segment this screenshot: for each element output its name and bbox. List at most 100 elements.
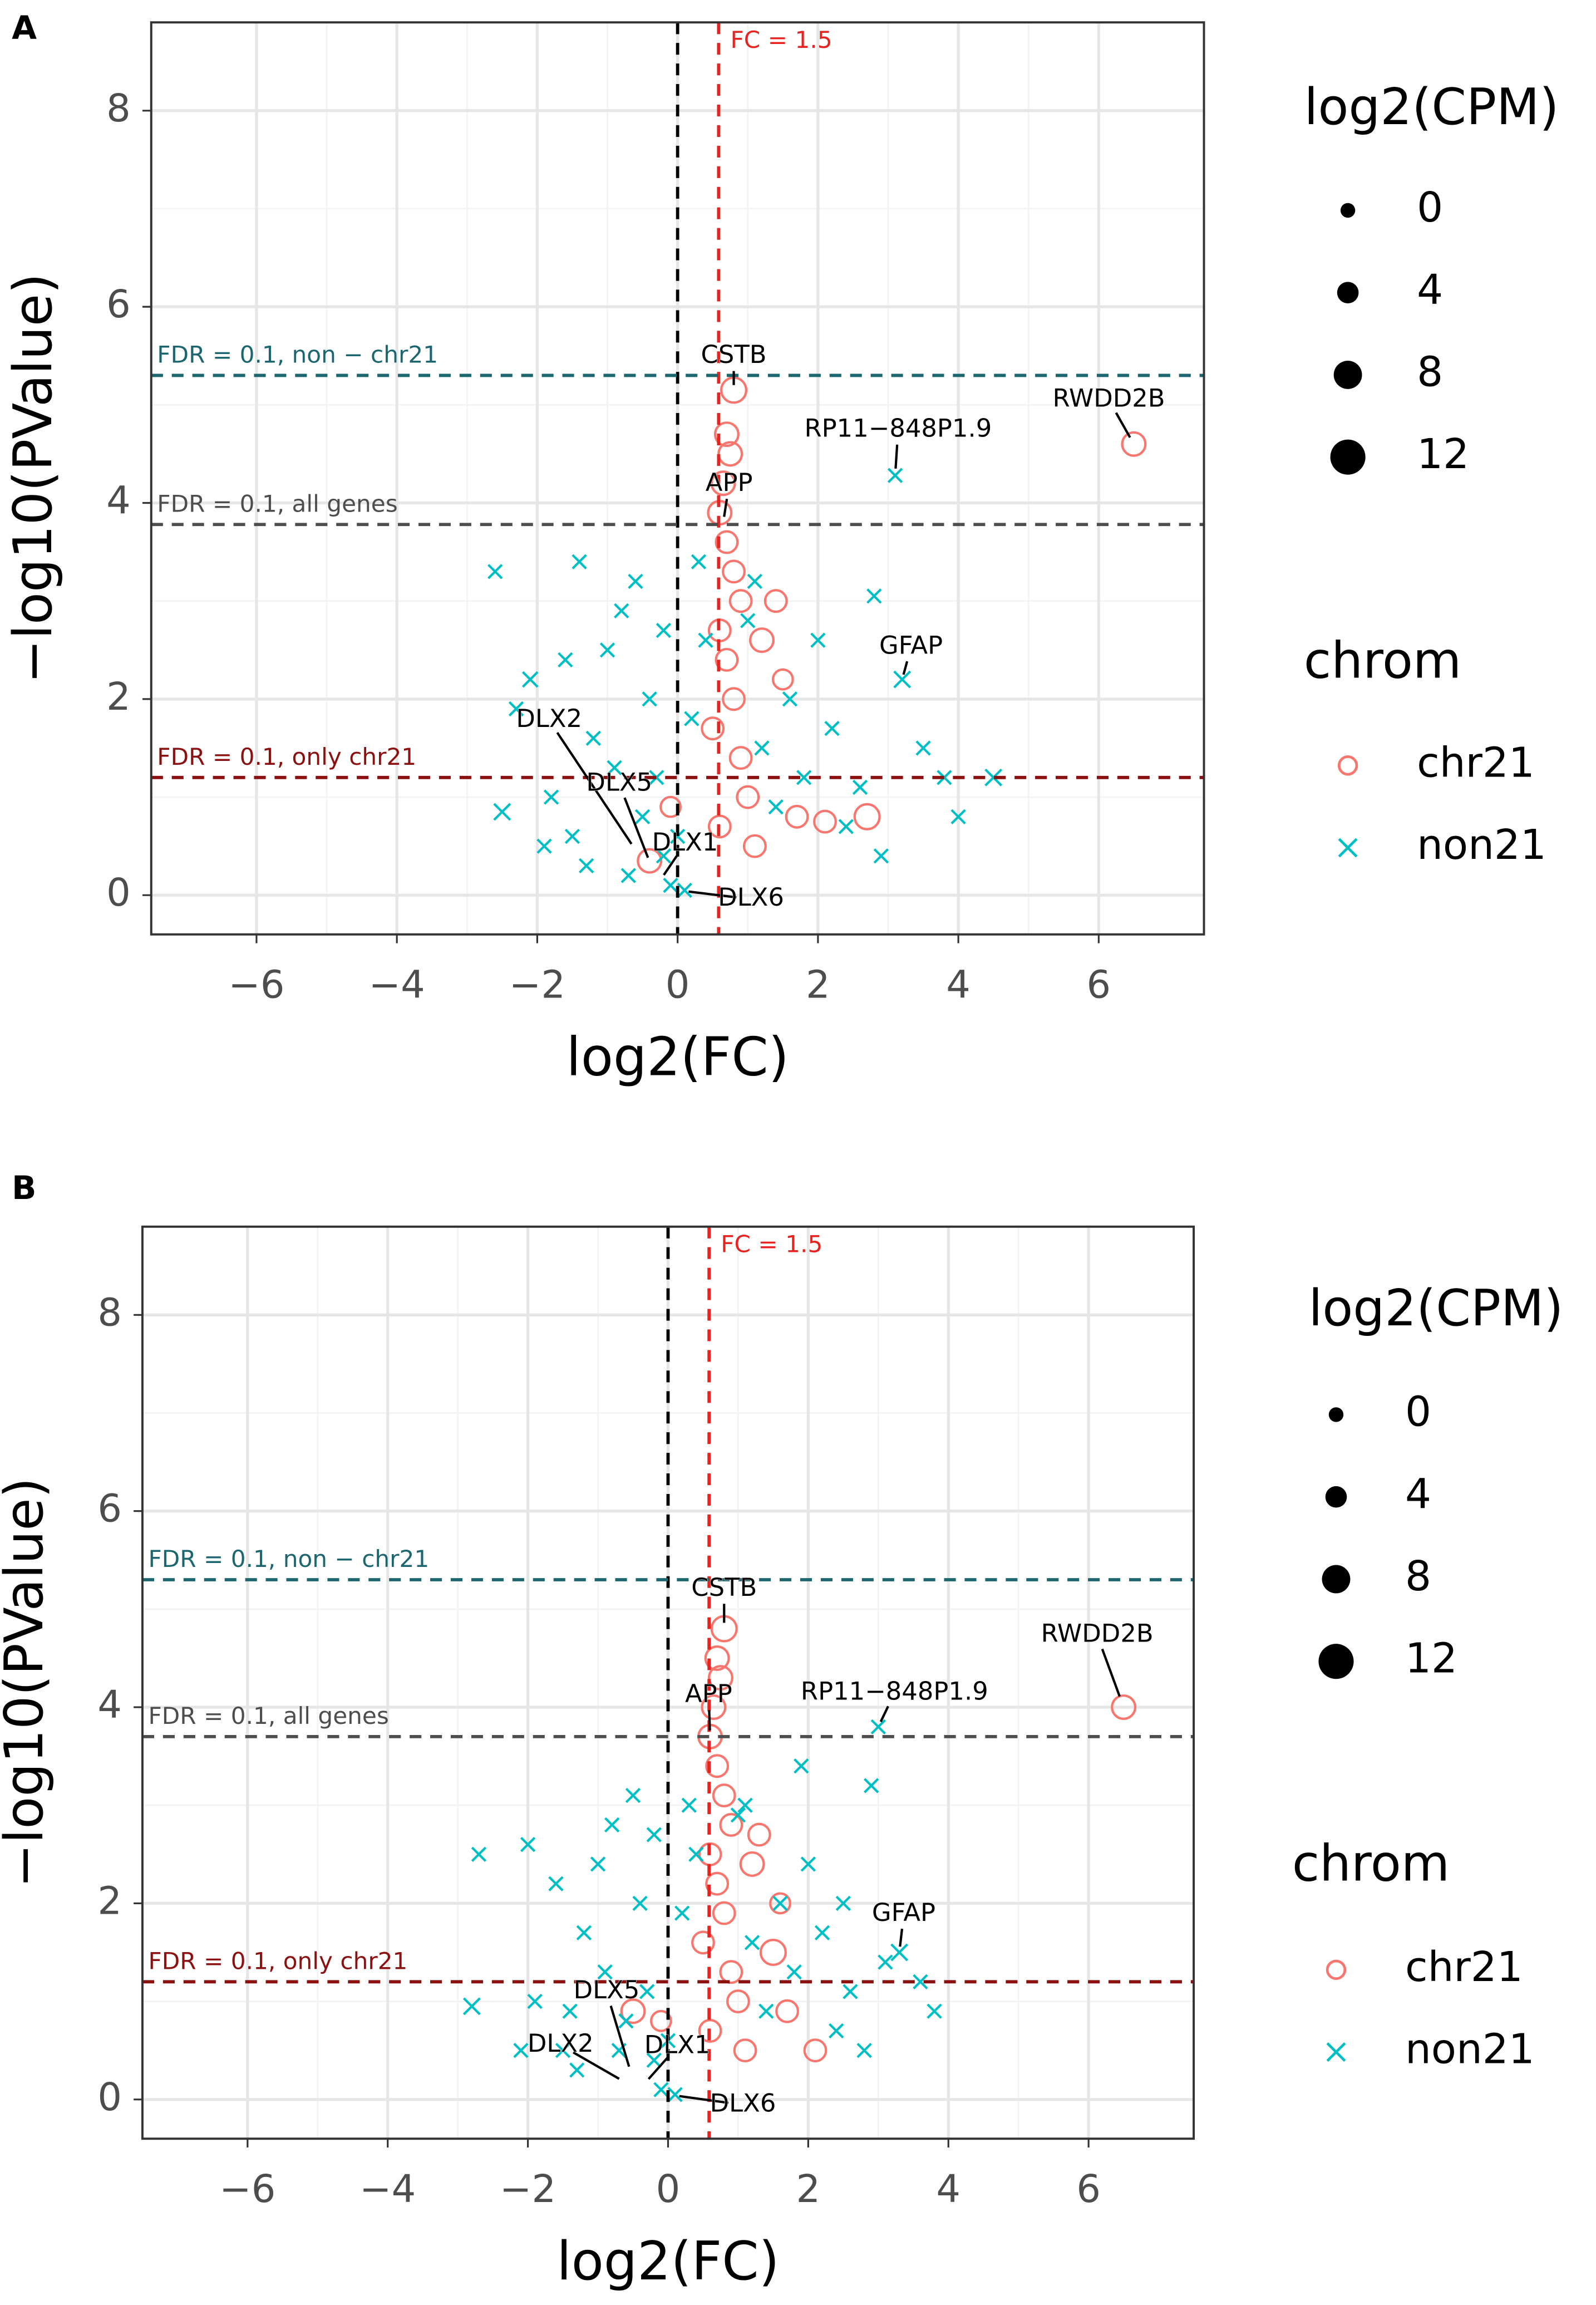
chr21-point [853,803,881,830]
annotation-label: DLX2 [516,704,582,733]
chr21-point [769,1892,791,1915]
non21-point [639,1984,655,1999]
x-axis-title: log2(FC) [556,2231,779,2292]
non21-point [684,711,700,726]
non21-point [747,573,763,589]
non21-point [585,730,601,746]
size-legend-key [1328,1407,1344,1422]
size-legend-key [1325,1486,1347,1508]
non21-point [569,2062,585,2078]
non21-point [564,828,580,844]
chr21-point [637,848,663,874]
x-tick-label: −2 [500,2167,556,2211]
non21-point [730,1807,746,1823]
non21-point [737,1797,753,1813]
hline-label: FDR = 0.1, all genes [148,1702,388,1729]
non21-point [890,1943,909,1962]
chr21-point [701,1694,727,1720]
color-legend-title: chrom [1304,632,1461,690]
y-tick-label: 6 [106,282,131,327]
non21-point [754,740,770,756]
non21-point [794,1758,809,1774]
chr21-point [771,668,794,691]
y-tick-label: 0 [97,2075,122,2120]
non21-point [649,770,664,785]
non21-point [810,632,826,648]
size-legend-key [1337,282,1359,303]
x-tick-label: −4 [369,963,425,1007]
size-legend-key [1330,439,1366,475]
annotation-leader [573,2051,620,2080]
non21-point [620,868,637,883]
panel-letter: A [12,9,37,47]
non21-point [536,838,552,854]
annotation-label: APP [706,468,753,497]
annotation-label: DLX6 [710,2088,776,2117]
y-tick-label: 0 [106,871,131,915]
non21-point [744,1935,760,1950]
non21-point [462,1997,481,2016]
chr21-point [713,421,740,448]
non21-point [562,2003,578,2019]
chr21-point [691,1930,715,1955]
chr21-point [719,1813,743,1837]
non21-point [878,1954,893,1970]
non21-point [632,1895,648,1911]
chr21-point [705,1754,730,1778]
annotation-leader [879,1706,889,1723]
size-legend-label: 4 [1417,266,1443,314]
chr21-point [650,2009,672,2032]
non21-point [660,2033,676,2048]
non21-point [838,819,854,834]
non21-point [856,2042,872,2058]
non21-point [597,1964,613,1980]
size-legend-key [1318,1644,1354,1679]
non21-point [758,2003,774,2019]
non21-point [576,1925,592,1940]
chr21-point [728,746,753,770]
non21-point [864,1778,879,1793]
non21-point [572,554,587,569]
chr21-point [715,647,739,672]
size-legend-label: 12 [1417,430,1469,478]
size-legend-label: 0 [1417,184,1443,232]
legend-label: non21 [1405,2026,1535,2073]
annotation-label: GFAP [879,631,943,660]
chr21-point [813,809,837,834]
size-legend-key [1322,1565,1351,1594]
annotation-leader [723,498,728,517]
non21-point [835,1895,851,1911]
non21-point [915,740,931,756]
chr21-point [712,1901,736,1925]
chr21-point [759,1938,787,1966]
x-tick-label: 0 [666,963,690,1007]
y-tick-label: 8 [97,1290,122,1335]
non21-point [786,1964,802,1980]
non21-point [513,2042,529,2058]
y-tick-label: 2 [97,1879,122,1923]
legend-label: chr21 [1417,739,1535,787]
legend-key [1326,2042,1346,2062]
plot-border [141,1225,1195,2140]
non21-point [618,2013,634,2029]
non21-point [950,809,966,824]
x-axis-title: log2(FC) [567,1026,789,1088]
chr21-point [726,1989,750,2013]
non21-point [548,1876,564,1891]
chr21-point [704,1645,730,1671]
non21-point [521,671,539,688]
annotation-leader [688,890,737,899]
chr21-point [710,470,736,497]
non21-point [543,789,559,805]
chr21-point [747,1822,771,1847]
non21-point [669,828,686,844]
hline-label: FDR = 0.1, non − chr21 [148,1545,429,1572]
annotation-label: DLX6 [718,882,784,912]
non21-point [740,613,756,628]
annotation-label: RP11−848P1.9 [801,1677,988,1706]
y-tick-label: 4 [97,1683,122,1727]
non21-point [984,768,1003,787]
non21-point [824,721,840,736]
chr21-point [701,716,725,741]
hline-label: FDR = 0.1, only chr21 [157,743,416,770]
